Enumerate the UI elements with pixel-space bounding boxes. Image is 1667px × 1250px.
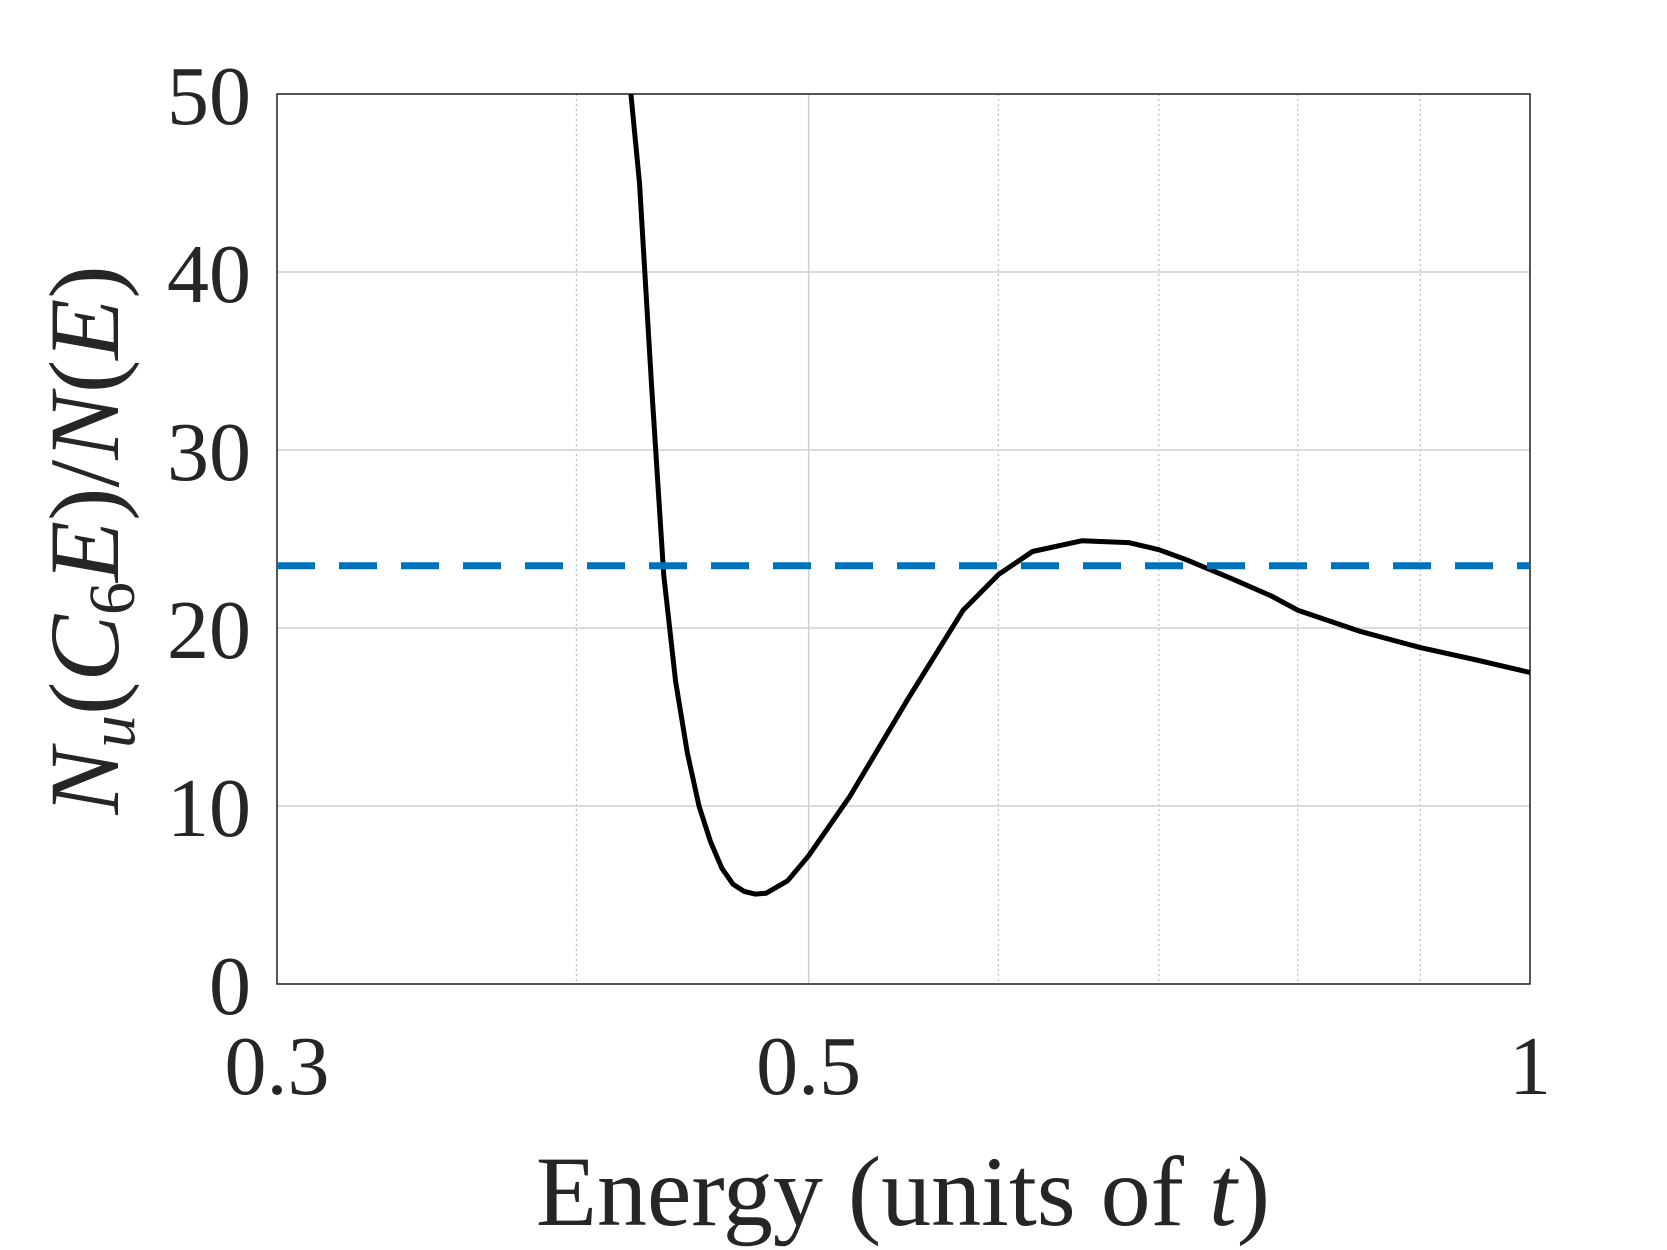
x-tick-label: 0.5 xyxy=(756,1020,861,1113)
y-axis-title: Nu(C6E)/N(E) xyxy=(29,265,149,815)
x-tick-label: 0.3 xyxy=(225,1020,330,1113)
y-tick-label: 10 xyxy=(167,762,251,855)
y-tick-label: 0 xyxy=(209,940,251,1033)
grid-layer xyxy=(276,93,1531,985)
y-tick-label: 50 xyxy=(167,50,251,143)
series-layer xyxy=(277,93,1531,897)
series-line-ratio xyxy=(628,93,1531,897)
axes-box xyxy=(276,93,1531,985)
y-tick-label: 20 xyxy=(167,584,251,677)
x-tick-label: 1 xyxy=(1509,1020,1551,1113)
x-axis-title: Energy (units of t) xyxy=(536,1136,1270,1247)
y-tick-label: 40 xyxy=(167,228,251,321)
y-tick-label: 30 xyxy=(167,406,251,499)
